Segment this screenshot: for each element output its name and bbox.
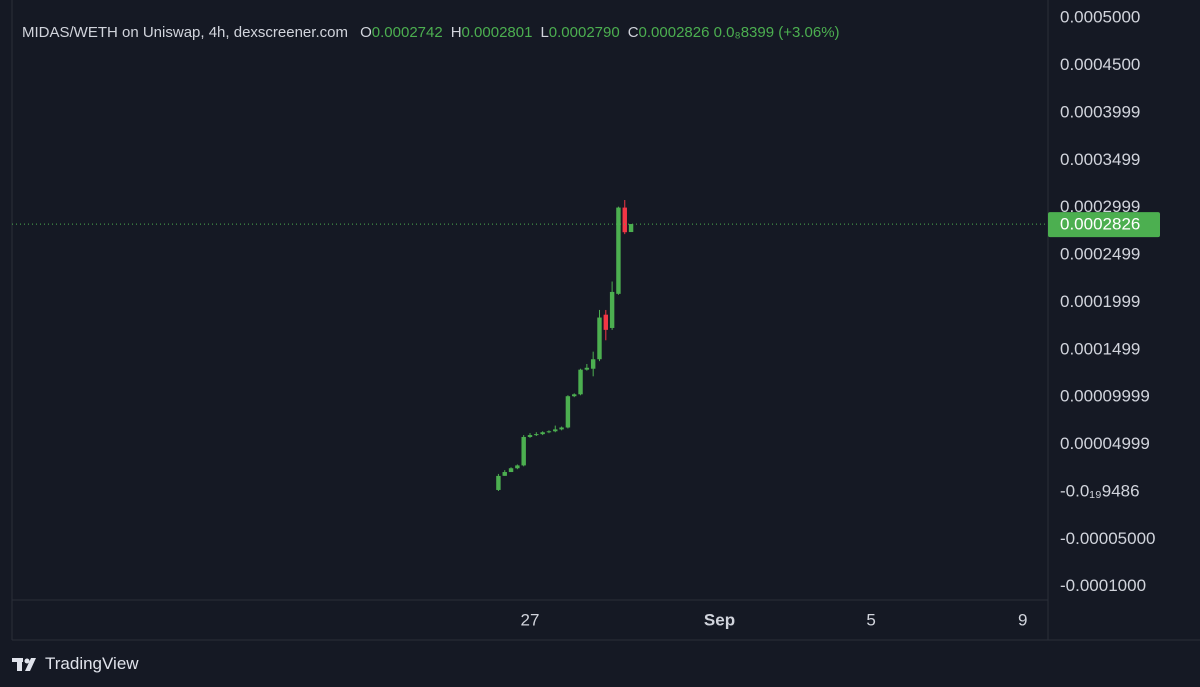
tradingview-logo bbox=[12, 658, 36, 671]
x-tick-label: 27 bbox=[521, 610, 540, 629]
y-tick-label: 0.0004500 bbox=[1060, 55, 1140, 74]
candle-body bbox=[628, 224, 634, 233]
legend-header: MIDAS/WETH on Uniswap, 4h, dexscreener.c… bbox=[22, 24, 840, 41]
candle-body bbox=[609, 291, 615, 328]
y-tick-label: -0.0₁₉9486 bbox=[1060, 481, 1140, 500]
candle-body bbox=[553, 429, 558, 432]
y-tick-label: -0.00005000 bbox=[1060, 529, 1155, 548]
y-tick-label: 0.0002999 bbox=[1060, 197, 1140, 216]
candle-body bbox=[622, 207, 627, 233]
y-tick-label: 0.0005000 bbox=[1060, 7, 1140, 26]
candle-body bbox=[616, 207, 621, 294]
y-tick-label: 0.00004999 bbox=[1060, 434, 1150, 453]
candle-body bbox=[546, 431, 552, 433]
ohlc-value: 0.0002801 bbox=[461, 24, 533, 41]
ohlc-key: O bbox=[360, 24, 372, 41]
candle-body bbox=[521, 436, 526, 466]
candle-body bbox=[603, 314, 609, 330]
x-tick-label: Sep bbox=[704, 610, 735, 629]
ohlc-key: H bbox=[450, 24, 462, 41]
y-tick-label: -0.0001000 bbox=[1060, 576, 1146, 595]
candle-body bbox=[502, 472, 507, 476]
candle-body bbox=[540, 432, 545, 435]
change: 0.0₈8399 bbox=[713, 24, 775, 41]
y-tick-label: 0.00009999 bbox=[1060, 387, 1150, 406]
ohlc-value: 0.0002826 bbox=[638, 24, 710, 41]
last-price-tag bbox=[1048, 212, 1160, 238]
candle-body bbox=[597, 317, 602, 360]
candle-body bbox=[584, 367, 590, 370]
ohlc-value: 0.0002742 bbox=[371, 24, 443, 41]
candle-body bbox=[508, 468, 514, 473]
ohlc-value: 0.0002790 bbox=[548, 24, 620, 41]
candle-body bbox=[590, 359, 596, 369]
y-tick-label: 0.0001499 bbox=[1060, 339, 1140, 358]
last-price-label: 0.0002826 bbox=[1060, 215, 1140, 234]
y-tick-label: 0.0003999 bbox=[1060, 102, 1140, 121]
candle-body bbox=[572, 394, 577, 397]
symbol-title: MIDAS/WETH on Uniswap, 4h, dexscreener.c… bbox=[22, 24, 348, 41]
candle-body bbox=[565, 396, 571, 428]
candle-body bbox=[496, 475, 501, 490]
x-tick-label: 9 bbox=[1018, 610, 1027, 629]
change-pct: (+3.06%) bbox=[778, 24, 840, 41]
ohlc: O0.0002742 H0.0002801 L0.0002790 C0.0002826 bbox=[352, 24, 709, 41]
ohlc-key: L bbox=[540, 24, 549, 41]
footer-brand: TradingView bbox=[45, 654, 139, 673]
candle-body bbox=[559, 427, 564, 430]
y-tick-label: 0.0001999 bbox=[1060, 292, 1140, 311]
x-tick-label: 5 bbox=[866, 610, 875, 629]
candle-body bbox=[534, 434, 539, 436]
candle-body bbox=[527, 435, 533, 437]
candle-body bbox=[515, 465, 520, 469]
y-tick-label: 0.0002499 bbox=[1060, 245, 1140, 264]
ohlc-key: C bbox=[627, 24, 639, 41]
candle-body bbox=[578, 369, 583, 395]
y-tick-label: 0.0003499 bbox=[1060, 150, 1140, 169]
